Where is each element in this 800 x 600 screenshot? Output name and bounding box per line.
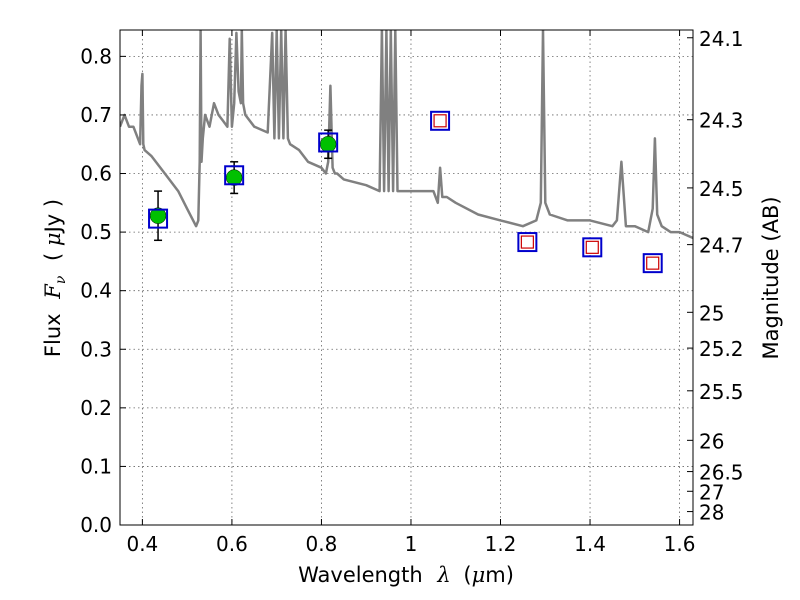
predicted-flux-square: [642, 253, 663, 274]
y2-axis-label: Magnitude (AB): [759, 196, 783, 359]
predicted-flux-inner-square: [585, 240, 599, 254]
y2-tick-label: 25.5: [699, 380, 744, 404]
predicted-flux-inner-square: [646, 256, 660, 270]
x-tick-label: 1: [405, 532, 418, 556]
y2-tick-label: 24.5: [699, 177, 744, 201]
axis-ticks: 0.4 0.6 0.8 1 1.2 1.4 1.6 0.0 0.1 0.2 0.3 0.4 0.5 0.6…: [80, 27, 743, 556]
plot-frame: [119, 29, 694, 526]
observed-flux-point: [225, 169, 243, 186]
photometry-points-layer: [148, 110, 663, 274]
y-tick-label: 0.8: [80, 44, 112, 68]
y2-tick-label: 27: [699, 480, 724, 504]
model-sed-line: [120, 30, 693, 240]
y-axis-label: Flux Fν ( μJy ): [41, 199, 70, 357]
predicted-flux-inner-square: [520, 235, 534, 249]
model-flux-square: [318, 132, 339, 153]
x-axis-label: Wavelength λ (μm): [298, 563, 514, 587]
predicted-flux-square: [582, 237, 603, 258]
y2-tick-label: 26: [699, 429, 724, 453]
predicted-flux-inner-square: [433, 114, 447, 128]
predicted-flux-square: [430, 110, 451, 131]
x-tick-label: 1.4: [574, 532, 606, 556]
model-flux-square: [148, 208, 169, 229]
x-tick-label: 1.6: [664, 532, 696, 556]
x-tick-label: 0.8: [306, 532, 338, 556]
model-flux-square: [224, 165, 245, 186]
y-tick-label: 0.3: [80, 337, 112, 361]
y-tick-label: 0.2: [80, 396, 112, 420]
predicted-flux-square: [517, 232, 538, 253]
y-tick-label: 0.7: [80, 103, 112, 127]
model-sed-layer: [120, 30, 693, 240]
y2-tick-label: 24.1: [699, 27, 744, 51]
grid-lines: [120, 30, 693, 526]
y2-tick-label: 24.7: [699, 234, 744, 258]
y2-tick-label: 25.2: [699, 337, 744, 361]
y-tick-label: 0.0: [80, 513, 112, 537]
y2-tick-label: 28: [699, 501, 724, 525]
y2-tick-label: 25: [699, 301, 724, 325]
x-tick-label: 0.6: [216, 532, 248, 556]
y-tick-label: 0.4: [80, 279, 112, 303]
y-tick-label: 0.5: [80, 220, 112, 244]
y2-tick-label: 24.3: [699, 109, 744, 133]
y-tick-label: 0.6: [80, 162, 112, 186]
y2-tick-label: 26.5: [699, 461, 744, 485]
x-tick-label: 0.4: [126, 532, 158, 556]
observed-flux-point: [319, 135, 337, 153]
x-tick-label: 1.2: [485, 532, 517, 556]
y-tick-label: 0.1: [80, 454, 112, 478]
